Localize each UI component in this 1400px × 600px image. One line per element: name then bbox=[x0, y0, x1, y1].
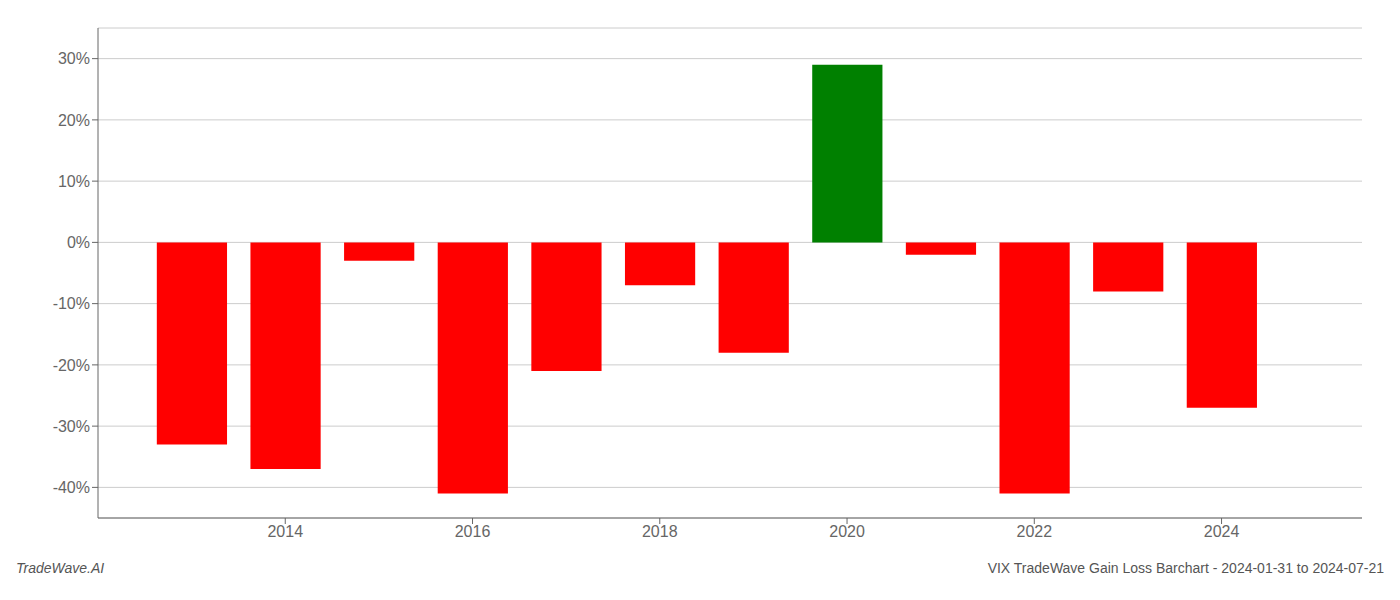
svg-text:2024: 2024 bbox=[1204, 523, 1240, 540]
svg-text:2016: 2016 bbox=[455, 523, 491, 540]
html-text:VIX TradeWave Gain Loss Barcha: VIX TradeWave Gain Loss Barchart - 2024-… bbox=[987, 560, 1384, 576]
svg-text:2020: 2020 bbox=[829, 523, 865, 540]
svg-text:-20%: -20% bbox=[53, 357, 90, 374]
svg-text:-30%: -30% bbox=[53, 418, 90, 435]
svg-text:30%: 30% bbox=[58, 50, 90, 67]
svg-text:0%: 0% bbox=[67, 234, 90, 251]
svg-text:2014: 2014 bbox=[267, 523, 303, 540]
svg-text:2022: 2022 bbox=[1016, 523, 1052, 540]
svg-text:-40%: -40% bbox=[53, 479, 90, 496]
svg-text:20%: 20% bbox=[58, 112, 90, 129]
html-text:TradeWave.AI: TradeWave.AI bbox=[16, 560, 105, 576]
svg-text:10%: 10% bbox=[58, 173, 90, 190]
svg-text:2018: 2018 bbox=[642, 523, 678, 540]
svg-text:-10%: -10% bbox=[53, 295, 90, 312]
